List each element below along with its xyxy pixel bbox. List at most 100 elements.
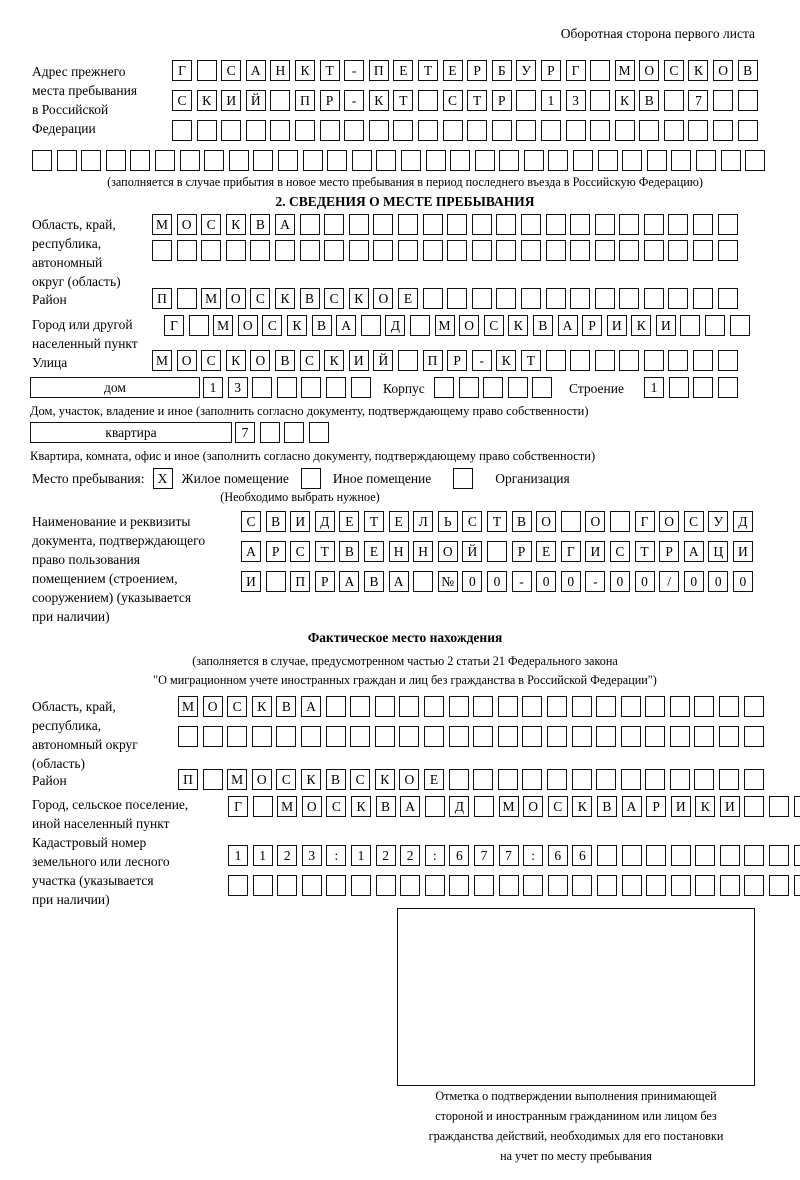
char-cell[interactable] (769, 875, 790, 896)
char-cell[interactable] (179, 150, 200, 171)
char-cell[interactable] (693, 214, 714, 235)
char-cell[interactable] (425, 150, 446, 171)
char-cell[interactable] (375, 875, 396, 896)
char-cell[interactable]: М (498, 796, 519, 817)
char-cell[interactable] (417, 120, 438, 141)
char-cell[interactable]: А (400, 796, 421, 817)
char-cell[interactable] (373, 240, 394, 261)
char-cell[interactable] (473, 726, 494, 747)
char-cell[interactable] (374, 726, 395, 747)
char-cell[interactable]: Й (373, 350, 394, 371)
char-cell[interactable]: К (368, 90, 389, 111)
char-cell[interactable] (645, 769, 666, 790)
char-cell[interactable]: - (511, 571, 532, 592)
char-cell[interactable] (176, 240, 197, 261)
char-cell[interactable]: А (336, 315, 357, 336)
char-cell[interactable]: Р (491, 90, 512, 111)
char-cell[interactable] (497, 696, 518, 717)
char-cell[interactable] (668, 377, 689, 398)
char-cell[interactable] (423, 726, 444, 747)
char-cell[interactable] (688, 120, 709, 141)
char-cell[interactable] (532, 377, 553, 398)
char-cell[interactable]: А (388, 571, 409, 592)
char-cell[interactable] (253, 150, 274, 171)
char-cell[interactable]: О (523, 796, 544, 817)
char-cell[interactable]: 0 (683, 571, 704, 592)
char-cell[interactable] (717, 240, 738, 261)
char-cell[interactable] (596, 875, 617, 896)
char-cell[interactable] (299, 214, 320, 235)
char-cell[interactable]: 0 (486, 571, 507, 592)
char-cell[interactable] (252, 875, 273, 896)
char-cell[interactable]: № (437, 571, 458, 592)
char-cell[interactable] (719, 696, 740, 717)
char-cell[interactable] (744, 875, 765, 896)
char-cell[interactable] (545, 288, 566, 309)
char-cell[interactable]: С (290, 541, 311, 562)
char-cell[interactable] (450, 150, 471, 171)
char-cell[interactable] (594, 288, 615, 309)
char-cell[interactable] (646, 875, 667, 896)
char-cell[interactable]: И (732, 541, 753, 562)
char-cell[interactable]: 6 (449, 845, 470, 866)
stay-type-other-checkbox[interactable] (300, 468, 321, 489)
char-cell[interactable]: Р (540, 60, 561, 81)
char-cell[interactable] (301, 875, 322, 896)
char-cell[interactable] (645, 696, 666, 717)
char-cell[interactable]: : (326, 845, 347, 866)
char-cell[interactable]: С (276, 769, 297, 790)
char-cell[interactable] (434, 377, 454, 398)
char-cell[interactable] (590, 90, 611, 111)
char-cell[interactable] (669, 726, 690, 747)
char-cell[interactable]: К (572, 796, 593, 817)
char-cell[interactable]: Е (423, 769, 444, 790)
char-cell[interactable]: С (201, 214, 222, 235)
char-cell[interactable]: А (683, 541, 704, 562)
char-cell[interactable]: С (324, 288, 345, 309)
char-cell[interactable] (516, 90, 537, 111)
char-cell[interactable] (449, 875, 470, 896)
char-cell[interactable]: Н (270, 60, 291, 81)
char-cell[interactable]: В (339, 541, 360, 562)
char-cell[interactable] (596, 726, 617, 747)
char-cell[interactable]: Д (732, 511, 753, 532)
char-cell[interactable] (196, 60, 217, 81)
char-cell[interactable]: П (422, 350, 443, 371)
char-cell[interactable]: Г (172, 60, 192, 81)
cadastral-row-2[interactable] (228, 875, 800, 896)
char-cell[interactable] (645, 726, 666, 747)
char-cell[interactable]: Т (363, 511, 384, 532)
char-cell[interactable]: 2 (375, 845, 396, 866)
char-cell[interactable]: И (290, 511, 311, 532)
char-cell[interactable] (571, 726, 592, 747)
char-cell[interactable] (590, 120, 611, 141)
char-cell[interactable]: М (614, 60, 635, 81)
char-cell[interactable] (793, 845, 800, 866)
char-cell[interactable]: Т (520, 350, 541, 371)
char-cell[interactable]: А (339, 571, 360, 592)
char-cell[interactable] (695, 845, 716, 866)
char-cell[interactable]: Г (634, 511, 655, 532)
char-cell[interactable] (202, 769, 223, 790)
char-cell[interactable]: Г (565, 60, 586, 81)
char-cell[interactable] (745, 150, 766, 171)
char-cell[interactable]: Д (449, 796, 470, 817)
char-cell[interactable] (245, 120, 266, 141)
char-cell[interactable]: А (621, 796, 642, 817)
char-cell[interactable] (545, 214, 566, 235)
char-cell[interactable]: Р (646, 796, 667, 817)
char-cell[interactable] (570, 214, 591, 235)
char-cell[interactable]: Б (491, 60, 512, 81)
char-cell[interactable] (397, 214, 418, 235)
char-cell[interactable] (743, 696, 764, 717)
char-cell[interactable] (201, 240, 222, 261)
char-cell[interactable]: В (596, 796, 617, 817)
char-cell[interactable]: 3 (565, 90, 586, 111)
char-cell[interactable] (325, 726, 346, 747)
char-cell[interactable] (621, 875, 642, 896)
char-cell[interactable] (769, 796, 790, 817)
char-cell[interactable]: О (251, 769, 272, 790)
char-cell[interactable]: А (241, 541, 261, 562)
